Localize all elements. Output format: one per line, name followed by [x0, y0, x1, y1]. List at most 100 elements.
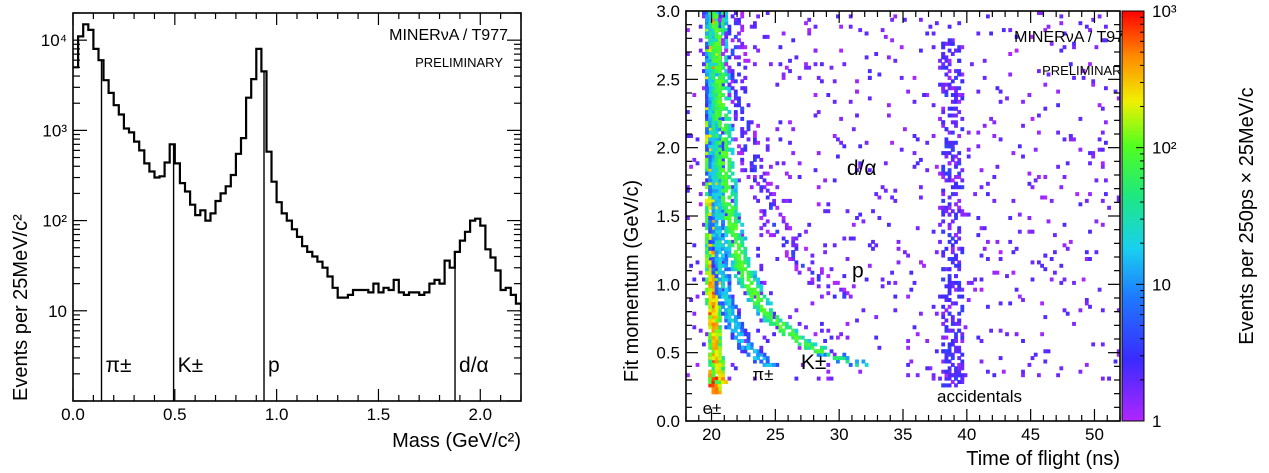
- heatmap-cell: [855, 168, 859, 173]
- heatmap-cell: [695, 137, 700, 142]
- heatmap-cell: [954, 280, 958, 285]
- heatmap-cell: [733, 335, 738, 340]
- heatmap-cell: [727, 55, 732, 60]
- heatmap-cell: [743, 267, 748, 272]
- heatmap-cell: [982, 226, 987, 231]
- heatmap-cell: [717, 229, 722, 234]
- heatmap-cell: [717, 362, 722, 367]
- heatmap-cell: [727, 24, 732, 29]
- heatmap-cell: [982, 123, 987, 128]
- heatmap-cell: [947, 75, 952, 80]
- heatmap-cell: [717, 311, 722, 316]
- heatmap-cell: [925, 339, 930, 343]
- heatmap-cell: [705, 137, 709, 142]
- heatmap-cell: [944, 171, 949, 176]
- heatmap-cell: [887, 280, 891, 285]
- heatmap-cell: [724, 291, 729, 296]
- heatmap-cell: [717, 140, 722, 145]
- heatmap-cell: [721, 154, 725, 159]
- heatmap-cell: [883, 188, 888, 193]
- heatmap-cell: [765, 339, 770, 343]
- heatmap-cell: [954, 216, 958, 220]
- heatmap-cell: [1005, 332, 1009, 337]
- heatmap-cell: [756, 311, 760, 316]
- heatmap-cell: [1062, 45, 1067, 50]
- heatmap-cell: [714, 151, 719, 156]
- heatmap-cell: [724, 106, 729, 111]
- heatmap-cell: [762, 308, 767, 313]
- heatmap-cell: [721, 106, 725, 111]
- heatmap-cell: [756, 308, 760, 313]
- heatmap-cell: [759, 287, 764, 292]
- heatmap-cell: [890, 140, 894, 145]
- heatmap-cell: [737, 216, 741, 220]
- heatmap-cell: [756, 198, 760, 203]
- heatmap-cell: [711, 294, 716, 299]
- heatmap-cell: [708, 229, 713, 234]
- x-tick-label: 0.0: [61, 405, 85, 424]
- heatmap-cell: [762, 335, 767, 340]
- heatmap-cell: [858, 161, 863, 166]
- heatmap-cell: [717, 250, 722, 255]
- heatmap-cell: [749, 185, 754, 190]
- heatmap-cell: [954, 185, 958, 190]
- heatmap-cell: [721, 75, 725, 80]
- heatmap-cell: [784, 171, 789, 176]
- heatmap-cell: [1104, 192, 1108, 197]
- heatmap-cell: [944, 127, 949, 132]
- heatmap-cell: [960, 178, 965, 183]
- heatmap-cell: [708, 185, 713, 190]
- heatmap-cell: [954, 181, 958, 186]
- heatmap-cell: [692, 157, 697, 162]
- heatmap-cell: [708, 24, 713, 29]
- heatmap-cell: [724, 216, 729, 220]
- heatmap-cell: [950, 219, 955, 224]
- heatmap-cell: [772, 311, 776, 316]
- heatmap-cell: [954, 164, 958, 169]
- heatmap-cell: [947, 151, 952, 156]
- heatmap-cell: [804, 342, 808, 347]
- heatmap-cell: [957, 267, 962, 272]
- heatmap-cell: [730, 239, 735, 244]
- heatmap-cell: [721, 226, 725, 231]
- heatmap-cell: [906, 89, 910, 94]
- heatmap-cell: [708, 226, 713, 231]
- heatmap-cell: [714, 212, 719, 217]
- heatmap-cell: [1100, 147, 1105, 152]
- heatmap-cell: [698, 192, 703, 197]
- heatmap-cell: [714, 383, 719, 388]
- heatmap-cell: [730, 75, 735, 80]
- heatmap-cell: [1088, 304, 1092, 309]
- heatmap-cell: [705, 110, 709, 115]
- heatmap-cell: [724, 17, 729, 22]
- heatmap-cell: [1027, 229, 1032, 234]
- heatmap-cell: [714, 110, 719, 115]
- heatmap-cell: [743, 339, 748, 343]
- mass-x-axis-title: Mass (GeV/c²): [392, 430, 521, 452]
- heatmap-cell: [804, 62, 808, 67]
- heatmap-cell: [721, 62, 725, 67]
- heatmap-cell: [717, 147, 722, 152]
- heatmap-cell: [714, 257, 719, 261]
- heatmap-cell: [727, 219, 732, 224]
- heatmap-cell: [721, 161, 725, 166]
- heatmap-cell: [733, 239, 738, 244]
- heatmap-cell: [708, 14, 713, 19]
- heatmap-cell: [702, 69, 706, 74]
- heatmap-cell: [721, 233, 725, 238]
- heatmap-cell: [756, 304, 760, 309]
- heatmap-cell: [714, 58, 719, 63]
- heatmap-cell: [746, 342, 751, 347]
- heatmap-cell: [753, 175, 757, 179]
- x-tick-label: 45: [1021, 425, 1040, 444]
- heatmap-cell: [1021, 298, 1025, 302]
- heatmap-cell: [1062, 175, 1067, 179]
- heatmap-cell: [737, 315, 741, 320]
- heatmap-cell: [820, 345, 824, 350]
- heatmap-cell: [957, 134, 962, 138]
- heatmap-cell: [769, 321, 773, 326]
- heatmap-cell: [714, 192, 719, 197]
- heatmap-cell: [717, 21, 722, 26]
- heatmap-cell: [950, 185, 955, 190]
- heatmap-cell: [717, 287, 722, 292]
